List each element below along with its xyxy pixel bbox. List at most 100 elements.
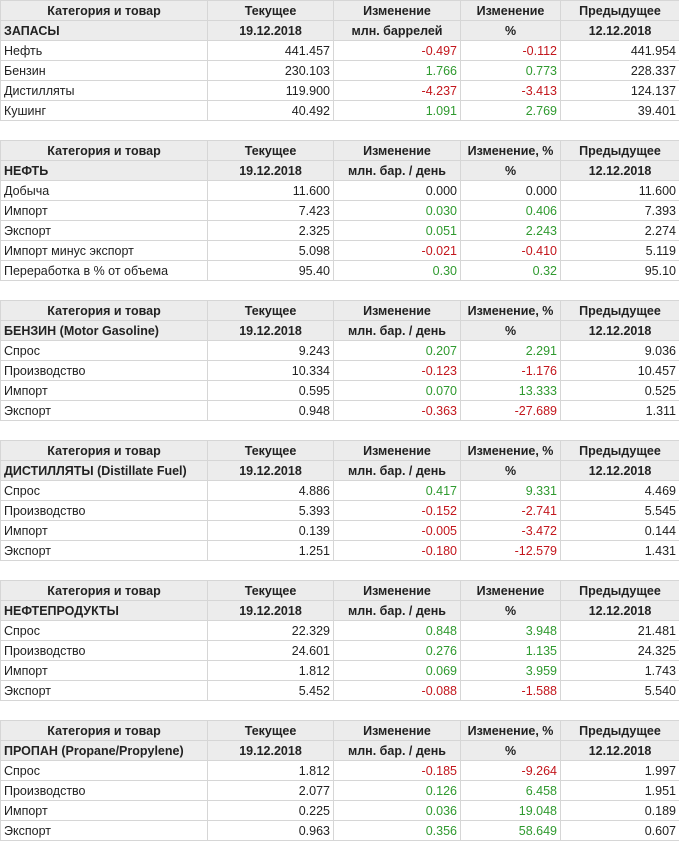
value-cell: 1.997 (561, 761, 679, 781)
row-label: Производство (1, 781, 208, 801)
header-cell: Изменение (334, 301, 461, 321)
header-cell: 19.12.2018 (208, 161, 334, 181)
header-cell: млн. бар. / день (334, 601, 461, 621)
value-cell: 1.251 (208, 541, 334, 561)
header-cell: Изменение (461, 581, 561, 601)
header-cell: млн. бар. / день (334, 461, 461, 481)
value-cell: 1.812 (208, 761, 334, 781)
value-cell: 0.069 (334, 661, 461, 681)
row-label: Производство (1, 501, 208, 521)
value-cell: 0.000 (334, 181, 461, 201)
value-cell: 2.325 (208, 221, 334, 241)
value-cell: 0.773 (461, 61, 561, 81)
value-cell: 228.337 (561, 61, 679, 81)
header-cell: 12.12.2018 (561, 161, 679, 181)
value-cell: 7.423 (208, 201, 334, 221)
value-cell: -0.363 (334, 401, 461, 421)
value-cell: 0.030 (334, 201, 461, 221)
value-cell: 5.119 (561, 241, 679, 261)
value-cell: 441.954 (561, 41, 679, 61)
value-cell: 0.595 (208, 381, 334, 401)
header-cell: Предыдущее (561, 721, 679, 741)
header-cell: Изменение (334, 141, 461, 161)
row-label: Экспорт (1, 221, 208, 241)
value-cell: 95.40 (208, 261, 334, 281)
header-cell: Изменение (461, 1, 561, 21)
value-cell: 0.848 (334, 621, 461, 641)
header-cell: Изменение (334, 1, 461, 21)
header-cell: 12.12.2018 (561, 21, 679, 41)
value-cell: -1.176 (461, 361, 561, 381)
value-cell: -2.741 (461, 501, 561, 521)
value-cell: 119.900 (208, 81, 334, 101)
value-cell: -4.237 (334, 81, 461, 101)
header-cell: Изменение (334, 581, 461, 601)
header-cell: 12.12.2018 (561, 321, 679, 341)
value-cell: -3.472 (461, 521, 561, 541)
value-cell: 0.276 (334, 641, 461, 661)
row-label: Импорт (1, 201, 208, 221)
value-cell: 40.492 (208, 101, 334, 121)
value-cell: -1.588 (461, 681, 561, 701)
value-cell: 11.600 (561, 181, 679, 201)
value-cell: 1.766 (334, 61, 461, 81)
value-cell: 0.144 (561, 521, 679, 541)
header-cell: 19.12.2018 (208, 461, 334, 481)
row-label: Импорт (1, 661, 208, 681)
header-cell: Категория и товар (1, 301, 208, 321)
value-cell: 0.30 (334, 261, 461, 281)
value-cell: 2.274 (561, 221, 679, 241)
value-cell: 1.951 (561, 781, 679, 801)
value-cell: 6.458 (461, 781, 561, 801)
row-label: Спрос (1, 341, 208, 361)
row-label: Добыча (1, 181, 208, 201)
header-cell: НЕФТЕПРОДУКТЫ (1, 601, 208, 621)
header-cell: Текущее (208, 301, 334, 321)
value-cell: 0.225 (208, 801, 334, 821)
header-cell: Предыдущее (561, 1, 679, 21)
value-cell: 0.036 (334, 801, 461, 821)
value-cell: -0.180 (334, 541, 461, 561)
row-label: Производство (1, 641, 208, 661)
header-cell: Категория и товар (1, 721, 208, 741)
value-cell: -0.410 (461, 241, 561, 261)
value-cell: 39.401 (561, 101, 679, 121)
value-cell: 0.525 (561, 381, 679, 401)
row-label: Импорт минус экспорт (1, 241, 208, 261)
header-cell: % (461, 161, 561, 181)
header-cell: % (461, 601, 561, 621)
value-cell: 9.036 (561, 341, 679, 361)
header-cell: 12.12.2018 (561, 601, 679, 621)
value-cell: 10.457 (561, 361, 679, 381)
header-cell: 19.12.2018 (208, 601, 334, 621)
value-cell: 7.393 (561, 201, 679, 221)
header-cell: Текущее (208, 441, 334, 461)
header-cell: ДИСТИЛЛЯТЫ (Distillate Fuel) (1, 461, 208, 481)
header-cell: Изменение, % (461, 441, 561, 461)
value-cell: 5.452 (208, 681, 334, 701)
row-label: Спрос (1, 761, 208, 781)
value-cell: 124.137 (561, 81, 679, 101)
value-cell: 1.812 (208, 661, 334, 681)
value-cell: -0.112 (461, 41, 561, 61)
